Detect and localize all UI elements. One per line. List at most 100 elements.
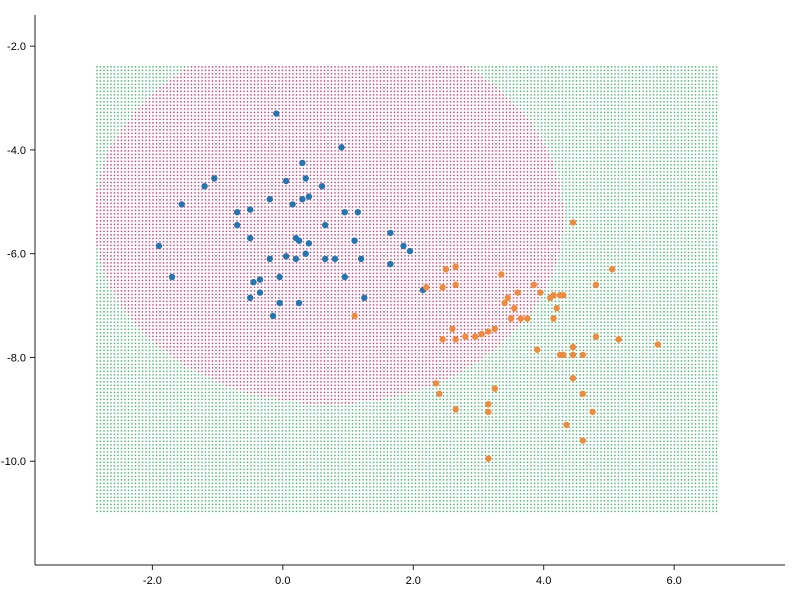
grid-dot-3063 [176,482,179,485]
grid-dot-2899 [173,356,175,359]
grid-dot-4836 [225,416,228,418]
grid-dot-4111 [208,118,210,121]
grid-dot-1841 [145,237,147,240]
grid-dot-878 [117,451,119,453]
grid-dot-3509 [190,251,193,254]
grid-dot-1671 [141,90,144,93]
grid-dot-744 [113,430,116,432]
grid-dot-1964 [148,220,151,222]
grid-dot-4705 [222,405,224,408]
grid-dot-1611 [138,328,140,331]
grid-dot-2271 [155,398,158,401]
grid-dot-1867 [145,328,147,331]
grid-dot-4385 [215,181,217,184]
grid-dot-4777 [225,209,228,212]
grid-dot-1061 [124,195,126,198]
grid-dot-2585 [166,153,168,156]
grid-dot-2081 [152,181,154,184]
grid-dot-1724 [141,276,144,278]
grid-dot-2391 [159,370,161,373]
grid-dot-2926 [173,451,175,453]
grid-dot-4288 [211,290,214,292]
grid-dot-2930 [173,465,175,467]
grid-dot-3587 [194,76,196,79]
grid-dot-4927 [229,286,231,289]
grid-dot-3265 [183,293,186,296]
grid-dot-4807 [225,314,228,317]
grid-dot-3059 [176,468,179,471]
grid-dot-3746 [197,185,200,187]
grid-dot-1857 [145,293,147,296]
grid-dot-3512 [190,262,193,264]
grid-dot-851 [117,356,119,359]
grid-dot-841 [117,321,119,324]
grid-dot-2288 [155,458,158,460]
grid-dot-486 [106,423,109,425]
grid-dot-299 [103,216,105,219]
grid-dot-4857 [225,489,228,492]
grid-dot-2554 [162,493,165,495]
grid-dot-1411 [134,76,137,79]
grid-dot-390 [106,87,109,89]
grid-dot-2279 [155,426,158,429]
grid-dot-3755 [197,216,200,219]
grid-dot-3316 [183,472,186,474]
grid-dot-2822 [173,87,175,89]
grid-dot-3785 [197,321,200,324]
grid-dot-1466 [134,269,137,271]
grid-dot-4520 [218,206,221,208]
grid-dot-4960 [229,402,231,404]
grid-dot-4731 [222,496,224,499]
grid-dot-531 [110,132,112,135]
grid-dot-953 [120,265,123,268]
grid-dot-4746 [225,101,228,103]
grid-dot-4528 [218,234,221,236]
grid-dot-1878 [145,367,147,369]
grid-dot-947 [120,244,123,247]
grid-dot-136 [99,94,102,96]
grid-dot-2901 [173,363,175,366]
grid-dot-1580 [138,220,140,222]
grid-dot-1483 [134,328,137,331]
grid-dot-4179 [208,356,210,359]
grid-dot-2775 [169,370,172,373]
grid-dot-4823 [225,370,228,373]
grid-dot-4031 [204,286,207,289]
grid-dot-234 [99,437,102,439]
grid-dot-4358 [215,87,217,89]
grid-dot-4663 [222,258,224,261]
grid-dot-4156 [208,276,210,278]
grid-dot-648 [113,94,116,96]
grid-dot-4276 [211,248,214,250]
grid-dot-118 [96,479,98,481]
grid-dot-624 [110,458,112,460]
grid-dot-3158 [180,367,182,369]
grid-dot-3683 [194,412,196,415]
grid-dot-4828 [225,388,228,390]
grid-dot-760 [113,486,116,488]
grid-dot-4184 [208,374,210,376]
grid-dot-2369 [159,293,161,296]
grid-dot-2016 [148,402,151,404]
grid-dot-3797 [197,363,200,366]
grid-dot-4909 [229,223,231,226]
grid-dot-2098 [152,241,154,243]
grid-dot-450 [106,297,109,299]
grid-dot-1227 [127,328,130,331]
grid-dot-839 [117,314,119,317]
grid-dot-316 [103,276,105,278]
grid-dot-284 [103,164,105,166]
grid-dot-784 [117,122,119,124]
grid-dot-300 [103,220,105,222]
grid-dot-4013 [204,223,207,226]
grid-dot-2446 [162,115,165,117]
grid-dot-4320 [211,402,214,404]
grid-dot-2306 [159,73,161,75]
grid-dot-3129 [180,265,182,268]
grid-dot-25 [96,153,98,156]
grid-dot-2531 [162,412,165,415]
grid-dot-3551 [190,398,193,401]
grid-dot-3257 [183,265,186,268]
grid-dot-4322 [211,409,214,411]
grid-dot-4894 [229,171,231,173]
